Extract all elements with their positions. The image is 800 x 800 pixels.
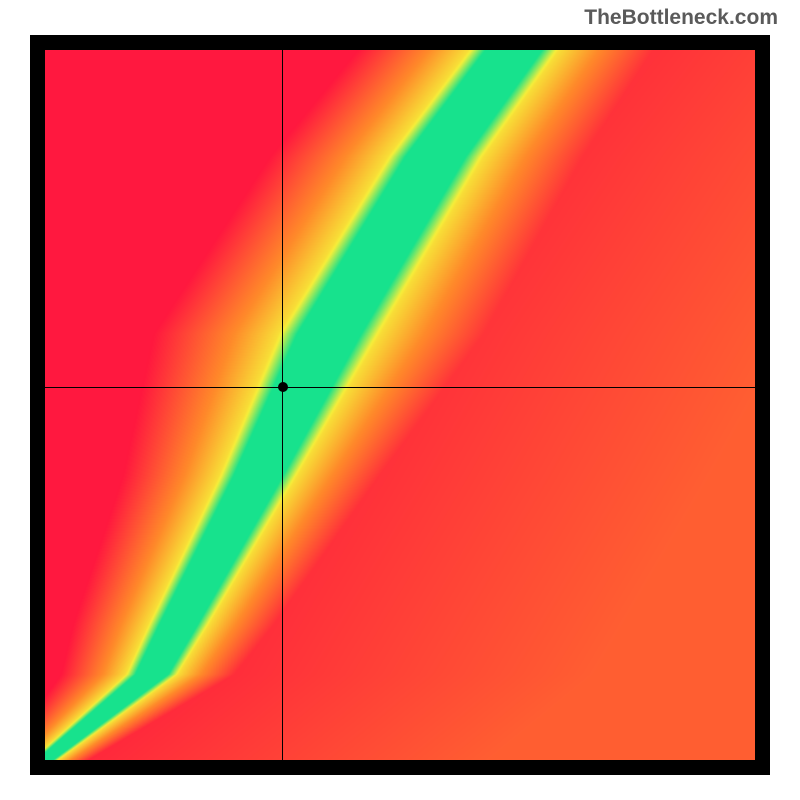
chart-container: TheBottleneck.com (0, 0, 800, 800)
crosshair-horizontal (45, 387, 755, 388)
crosshair-vertical (282, 50, 283, 760)
watermark-text: TheBottleneck.com (584, 6, 778, 30)
heatmap-canvas (45, 50, 755, 760)
plot-area (45, 50, 755, 760)
